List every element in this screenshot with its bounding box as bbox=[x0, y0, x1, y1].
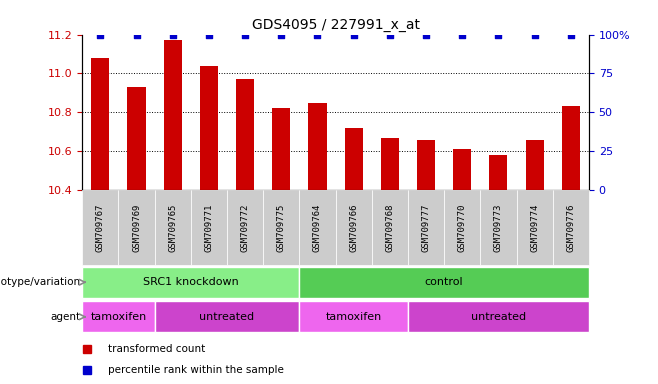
Bar bbox=[155, 190, 191, 265]
Text: GSM709764: GSM709764 bbox=[313, 204, 322, 252]
Bar bbox=[200, 66, 218, 190]
Text: GSM709777: GSM709777 bbox=[422, 204, 430, 252]
Point bbox=[384, 31, 395, 38]
Point bbox=[167, 31, 178, 38]
Bar bbox=[553, 190, 589, 265]
Bar bbox=[408, 301, 589, 332]
Bar bbox=[309, 103, 326, 190]
Text: agent: agent bbox=[50, 312, 80, 322]
Text: percentile rank within the sample: percentile rank within the sample bbox=[108, 365, 284, 375]
Point bbox=[457, 31, 467, 38]
Title: GDS4095 / 227991_x_at: GDS4095 / 227991_x_at bbox=[251, 18, 420, 32]
Bar bbox=[263, 190, 299, 265]
Text: GSM709775: GSM709775 bbox=[277, 204, 286, 252]
Bar bbox=[227, 190, 263, 265]
Text: control: control bbox=[425, 277, 463, 287]
Text: GSM709769: GSM709769 bbox=[132, 204, 141, 252]
Point bbox=[240, 31, 250, 38]
Text: GSM709768: GSM709768 bbox=[386, 204, 394, 252]
Text: transformed count: transformed count bbox=[108, 344, 205, 354]
Text: GSM709767: GSM709767 bbox=[96, 204, 105, 252]
Bar bbox=[453, 149, 471, 190]
Bar bbox=[299, 267, 589, 298]
Text: tamoxifen: tamoxifen bbox=[90, 312, 147, 322]
Point bbox=[565, 31, 576, 38]
Bar bbox=[191, 190, 227, 265]
Point bbox=[204, 31, 215, 38]
Bar bbox=[517, 190, 553, 265]
Text: GSM709770: GSM709770 bbox=[458, 204, 467, 252]
Bar bbox=[82, 190, 118, 265]
Text: untreated: untreated bbox=[471, 312, 526, 322]
Point bbox=[313, 31, 323, 38]
Bar bbox=[272, 108, 290, 190]
Bar bbox=[118, 190, 155, 265]
Point bbox=[494, 31, 504, 38]
Bar bbox=[490, 155, 507, 190]
Bar bbox=[526, 139, 544, 190]
Bar bbox=[408, 190, 444, 265]
Text: GSM709774: GSM709774 bbox=[530, 204, 539, 252]
Bar bbox=[336, 190, 372, 265]
Bar bbox=[444, 190, 480, 265]
Text: untreated: untreated bbox=[199, 312, 255, 322]
Bar bbox=[82, 301, 155, 332]
Bar bbox=[417, 139, 435, 190]
Bar bbox=[155, 301, 299, 332]
Bar bbox=[299, 190, 336, 265]
Bar bbox=[372, 190, 408, 265]
Point bbox=[276, 31, 286, 38]
Bar bbox=[480, 190, 517, 265]
Text: GSM709776: GSM709776 bbox=[567, 204, 575, 252]
Bar bbox=[562, 106, 580, 190]
Text: GSM709771: GSM709771 bbox=[205, 204, 213, 252]
Bar bbox=[82, 267, 299, 298]
Bar bbox=[128, 87, 145, 190]
Bar bbox=[164, 40, 182, 190]
Point bbox=[349, 31, 359, 38]
Bar bbox=[345, 128, 363, 190]
Bar bbox=[299, 301, 408, 332]
Bar bbox=[236, 79, 254, 190]
Point bbox=[529, 31, 540, 38]
Text: SRC1 knockdown: SRC1 knockdown bbox=[143, 277, 239, 287]
Point bbox=[95, 31, 105, 38]
Text: tamoxifen: tamoxifen bbox=[326, 312, 382, 322]
Bar bbox=[381, 137, 399, 190]
Point bbox=[421, 31, 432, 38]
Text: GSM709772: GSM709772 bbox=[241, 204, 249, 252]
Text: GSM709773: GSM709773 bbox=[494, 204, 503, 252]
Bar bbox=[91, 58, 109, 190]
Text: genotype/variation: genotype/variation bbox=[0, 277, 80, 287]
Text: GSM709765: GSM709765 bbox=[168, 204, 177, 252]
Point bbox=[131, 31, 142, 38]
Text: GSM709766: GSM709766 bbox=[349, 204, 358, 252]
